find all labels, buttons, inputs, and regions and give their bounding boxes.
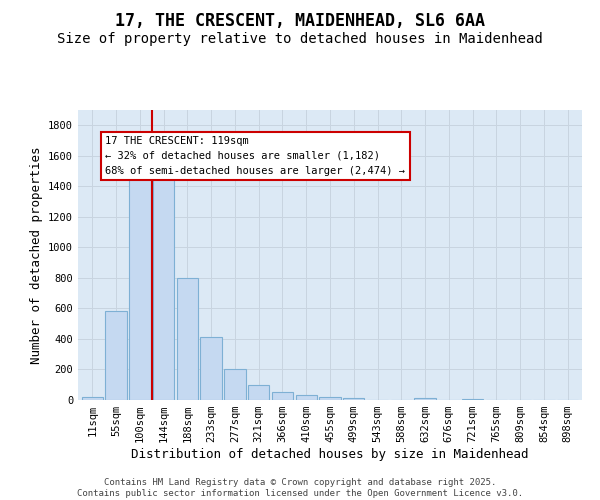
Text: Size of property relative to detached houses in Maidenhead: Size of property relative to detached ho… — [57, 32, 543, 46]
Bar — [343, 398, 364, 400]
Text: Contains HM Land Registry data © Crown copyright and database right 2025.
Contai: Contains HM Land Registry data © Crown c… — [77, 478, 523, 498]
Bar — [248, 384, 269, 400]
Bar — [296, 396, 317, 400]
Bar — [200, 338, 222, 400]
Bar — [415, 398, 436, 400]
Bar — [224, 370, 245, 400]
Bar — [129, 176, 151, 400]
Bar — [176, 278, 198, 400]
Bar — [319, 397, 341, 400]
Bar — [272, 392, 293, 400]
X-axis label: Distribution of detached houses by size in Maidenhead: Distribution of detached houses by size … — [131, 448, 529, 461]
Bar — [462, 399, 484, 400]
Bar — [82, 397, 103, 400]
Text: 17 THE CRESCENT: 119sqm
← 32% of detached houses are smaller (1,182)
68% of semi: 17 THE CRESCENT: 119sqm ← 32% of detache… — [106, 136, 406, 175]
Text: 17, THE CRESCENT, MAIDENHEAD, SL6 6AA: 17, THE CRESCENT, MAIDENHEAD, SL6 6AA — [115, 12, 485, 30]
Bar — [153, 176, 174, 400]
Y-axis label: Number of detached properties: Number of detached properties — [29, 146, 43, 364]
Bar — [106, 312, 127, 400]
